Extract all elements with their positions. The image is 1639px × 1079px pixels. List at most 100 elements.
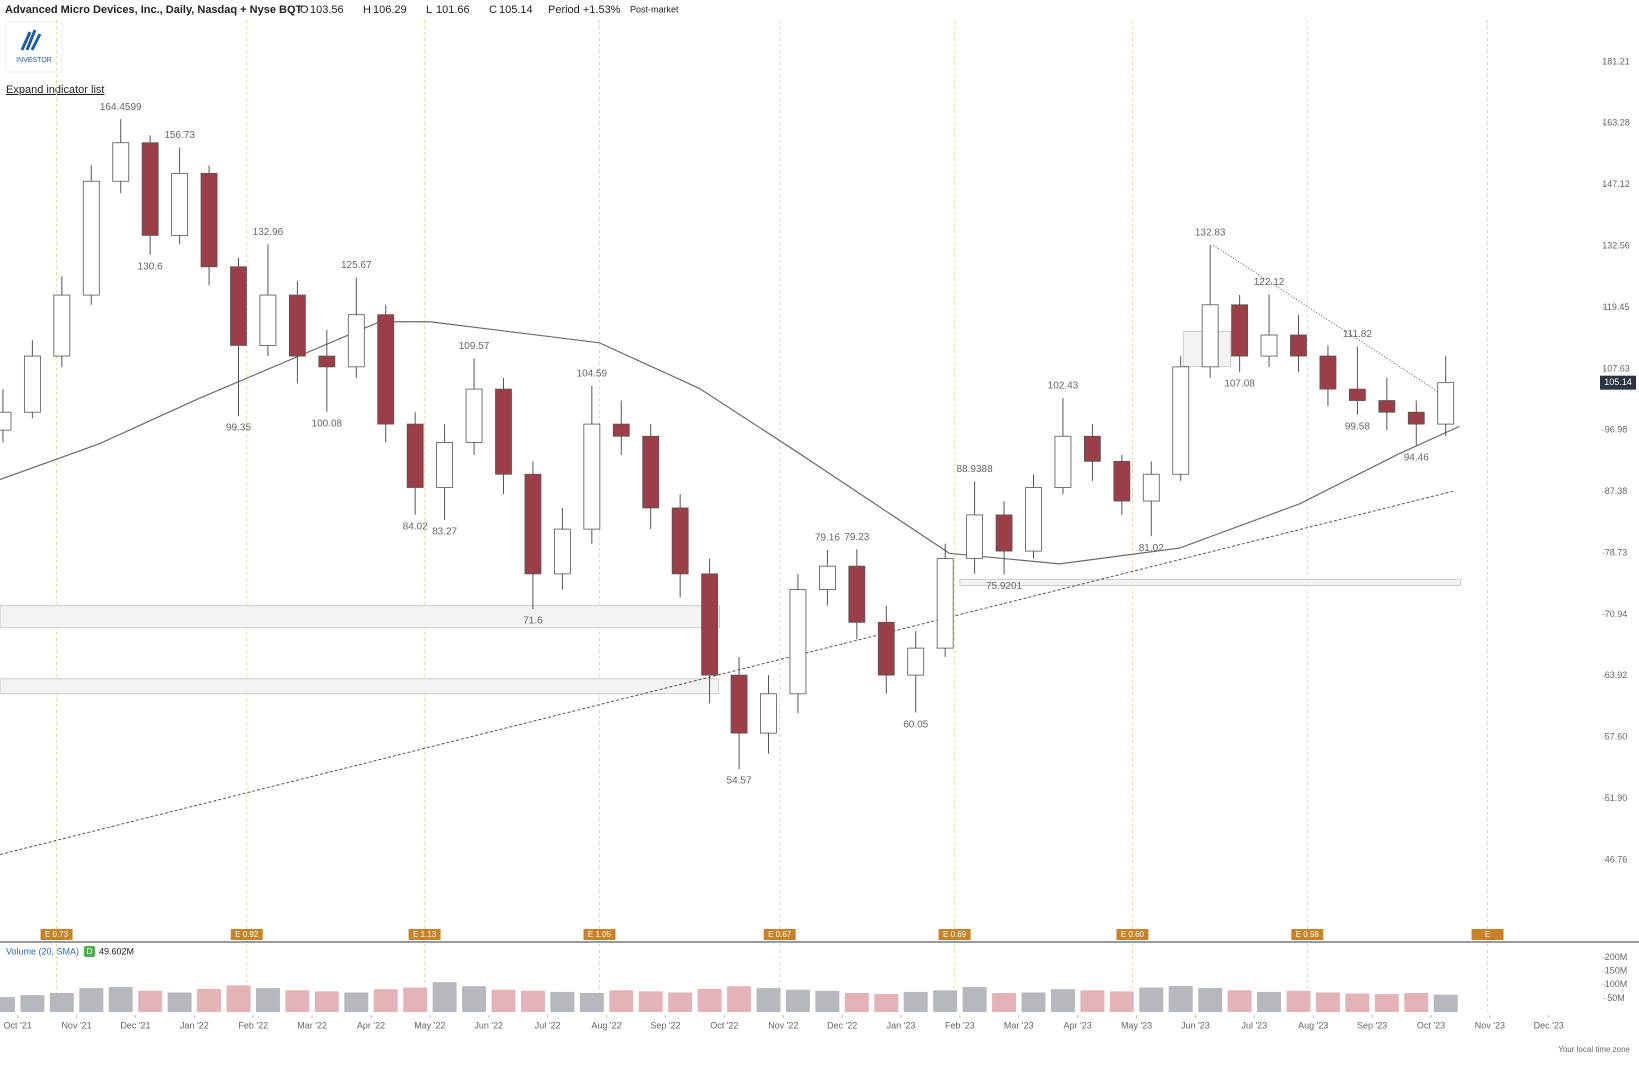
x-tick-label: Jul '22 — [535, 1020, 561, 1030]
earnings-label: E 0.67 — [768, 930, 792, 939]
x-tick-label: Oct '21 — [4, 1020, 32, 1030]
candle-body — [1260, 334, 1278, 357]
candle-body — [1172, 366, 1190, 475]
y-tick-label: 119.45 — [1603, 302, 1630, 312]
candle-body — [200, 172, 218, 268]
candle-body — [288, 294, 306, 357]
volume-tick-label: 150M — [1605, 966, 1628, 976]
candle-body — [1378, 400, 1396, 413]
volume-bar — [638, 991, 663, 1012]
x-tick-label: Aug '23 — [1298, 1020, 1328, 1030]
earnings-badge — [408, 929, 441, 940]
x-tick-label: May '23 — [1121, 1020, 1152, 1030]
candle-body — [612, 423, 630, 437]
x-tick-label: Jun '23 — [1181, 1020, 1210, 1030]
peak-label: 132.83 — [1195, 228, 1226, 239]
volume-bar — [285, 990, 310, 1012]
peak-label: 125.67 — [341, 260, 372, 271]
earnings-label: E 1.05 — [588, 930, 612, 939]
candle-body — [112, 142, 130, 182]
volume-bar — [1139, 987, 1164, 1012]
y-tick-label: 107.63 — [1602, 363, 1630, 373]
trough-label: 99.35 — [226, 423, 251, 434]
volume-bar — [1286, 990, 1311, 1012]
price-tag — [1600, 375, 1636, 390]
x-tick-label: Dec '22 — [827, 1020, 857, 1030]
volume-bar — [491, 989, 516, 1012]
volume-bar — [785, 989, 810, 1012]
x-tick-label: Sep '22 — [650, 1020, 680, 1030]
earnings-label: E — [1485, 930, 1490, 939]
volume-bar — [520, 990, 545, 1012]
candle-body — [671, 507, 689, 575]
candle-body — [1348, 388, 1366, 401]
volume-bar — [432, 982, 457, 1012]
volume-bar — [815, 990, 840, 1012]
sma-200 — [0, 321, 1460, 565]
y-tick-label: 163.28 — [1602, 118, 1630, 128]
x-tick-label: Dec '21 — [120, 1020, 150, 1030]
x-tick-label: Jan '23 — [887, 1020, 916, 1030]
candle-body — [1290, 334, 1307, 357]
gap-zone — [0, 605, 720, 628]
volume-bar — [992, 993, 1017, 1012]
volume-bar — [962, 987, 987, 1012]
volume-bar — [756, 988, 781, 1012]
trough-label: 94.46 — [1404, 452, 1429, 463]
earnings-badge — [230, 929, 263, 940]
x-tick-label: Nov '23 — [1475, 1020, 1505, 1030]
trough-label: 71.6 — [523, 616, 543, 627]
ohlc-value: 101.66 — [436, 4, 470, 16]
candle-body — [995, 514, 1013, 552]
volume-badge — [84, 946, 95, 957]
candle-body — [848, 565, 866, 623]
volume-bar — [579, 993, 604, 1012]
peak-label: 79.16 — [815, 533, 840, 544]
candle-body — [436, 442, 454, 488]
x-tick-label: Aug '22 — [591, 1020, 621, 1030]
volume-bar — [550, 991, 575, 1012]
volume-bar — [344, 992, 369, 1012]
gap-zone — [0, 678, 719, 695]
volume-bar — [314, 991, 339, 1012]
candle-body — [1407, 411, 1425, 425]
volume-title: Volume (20, SMA) — [6, 946, 79, 956]
candle-body — [171, 172, 189, 236]
x-tick-label: Oct '22 — [710, 1020, 738, 1030]
earnings-label: E 1.13 — [413, 930, 437, 939]
logo-mark — [20, 29, 42, 51]
ohlc-key: L — [426, 4, 432, 16]
ohlc-value: 103.56 — [310, 4, 344, 16]
candle-body — [82, 180, 100, 296]
earnings-label: E 0.92 — [235, 930, 259, 939]
expand-link[interactable]: Expand indicator list — [6, 84, 104, 96]
candle-body — [347, 314, 365, 368]
chart-title: Advanced Micro Devices, Inc., Daily, Nas… — [5, 4, 302, 16]
ohlc-key: H — [363, 4, 371, 16]
volume-bar — [403, 987, 428, 1012]
trough-label: 75.9201 — [986, 581, 1023, 592]
earnings-badge — [763, 929, 796, 940]
volume-bar — [49, 993, 74, 1012]
volume-bar — [79, 988, 104, 1012]
earnings-badge — [1116, 929, 1149, 940]
y-tick-label: 51.90 — [1605, 793, 1628, 803]
x-tick-label: May '22 — [414, 1020, 445, 1030]
volume-bar — [609, 990, 634, 1012]
volume-bar — [1168, 985, 1193, 1012]
volume-bar — [20, 995, 45, 1012]
candle-body — [1231, 304, 1249, 357]
y-tick-label: 96.98 — [1605, 425, 1628, 435]
ohlc-key: C — [489, 4, 497, 16]
ohlc-value: 106.29 — [373, 4, 407, 16]
candle-body — [907, 647, 925, 676]
volume-bar — [138, 990, 163, 1012]
candle-body — [701, 573, 719, 676]
x-tick-label: Jul '23 — [1241, 1020, 1267, 1030]
trough-label: 60.05 — [903, 719, 928, 730]
volume-current: 49.602M — [99, 946, 134, 956]
candle-body — [377, 314, 395, 425]
earnings-badge — [1471, 929, 1504, 940]
peak-label: 132.96 — [253, 227, 284, 238]
volume-bar — [108, 987, 133, 1012]
